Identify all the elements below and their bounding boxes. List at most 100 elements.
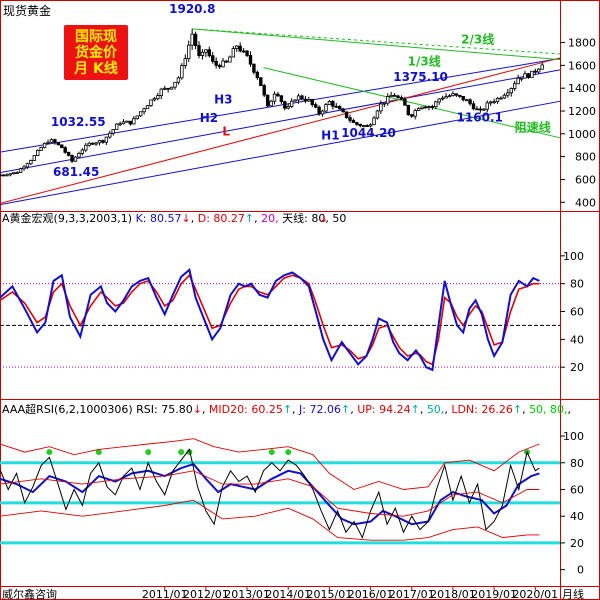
candle-body xyxy=(252,63,256,73)
candle-body xyxy=(56,142,61,146)
candle-body xyxy=(104,136,109,143)
trend-line xyxy=(263,67,561,139)
candle-body xyxy=(279,95,284,102)
trend-label: H2 xyxy=(200,111,218,125)
candle-body xyxy=(413,110,417,117)
legend-value: LDN: 26.26 xyxy=(451,403,513,416)
candle-body xyxy=(49,139,54,143)
candle-body xyxy=(193,33,198,46)
candle-body xyxy=(145,105,150,110)
candle-body xyxy=(235,45,239,49)
candle-body xyxy=(125,120,129,123)
candle-body xyxy=(506,92,510,96)
candle-body xyxy=(90,142,95,145)
y-tick-label: 40 xyxy=(570,333,584,346)
candle-body xyxy=(523,73,527,79)
candle-body xyxy=(166,87,170,90)
y-tick-label: 80 xyxy=(570,457,584,470)
candle-body xyxy=(437,98,441,103)
legend-sep: , xyxy=(444,403,451,416)
candle-body xyxy=(231,48,236,58)
legend-arrow: ↓ xyxy=(193,403,202,416)
candle-body xyxy=(77,153,81,158)
candle-body xyxy=(519,77,524,80)
x-tick-label: 2016/01 xyxy=(348,588,394,600)
candle-body xyxy=(94,142,98,145)
indicator-legend: AAA超RSI(6,2,1000306) RSI: 75.80↓, MID20:… xyxy=(2,402,571,416)
candle-body xyxy=(392,94,397,97)
candle-body xyxy=(63,147,67,153)
candle-body xyxy=(200,51,205,56)
candle-body xyxy=(461,96,465,101)
candle-body xyxy=(440,97,445,100)
candle-body xyxy=(8,173,12,176)
price-label: 1044.20 xyxy=(341,126,396,140)
overbought-marker xyxy=(268,449,275,456)
candle-body xyxy=(87,142,91,146)
candle-body xyxy=(173,81,177,88)
candle-body xyxy=(156,95,160,100)
candle-body xyxy=(516,77,520,85)
legend-value: RSI: 75.80 xyxy=(136,403,193,416)
candle-body xyxy=(84,144,88,151)
candle-body xyxy=(149,99,153,106)
candle-body xyxy=(331,100,335,107)
signal-arrow: ↓ xyxy=(319,212,328,225)
candle-body xyxy=(485,102,489,110)
candle-body xyxy=(365,125,369,127)
candle-body xyxy=(341,108,345,113)
y-tick-label: 40 xyxy=(570,510,584,523)
badge-line: 国际现 xyxy=(75,29,117,45)
candle-body xyxy=(389,94,393,97)
series-up-line xyxy=(0,438,540,490)
legend-sep: , xyxy=(191,212,198,225)
legend-arrow: ↓ xyxy=(182,212,191,225)
y-tick-label: 0 xyxy=(577,564,584,577)
candle-body xyxy=(259,77,263,86)
main-y-axis: 400 600 800 1000 1200 1400 1600 1800 xyxy=(560,37,596,209)
x-axis: 威尔鑫咨询 2011/012012/012013/012014/012015/01… xyxy=(2,586,584,600)
candle-body xyxy=(293,99,297,102)
candle-body xyxy=(190,33,194,46)
trend-label: L xyxy=(222,125,230,139)
y-tick-label: 100 xyxy=(563,430,584,443)
candle-body xyxy=(540,64,544,70)
legend-value: 50, xyxy=(427,403,445,416)
badge-line: 月 K线 xyxy=(73,60,118,77)
candle-body xyxy=(320,110,325,115)
x-tick-label: 2018/01 xyxy=(430,588,476,600)
candle-body xyxy=(262,85,266,96)
candle-body xyxy=(324,104,328,112)
candle-body xyxy=(300,95,304,100)
candle-body xyxy=(382,102,387,105)
candle-body xyxy=(12,172,16,175)
y-tick-label: 100 xyxy=(563,250,584,263)
candle-body xyxy=(368,124,373,127)
candle-body xyxy=(430,106,435,108)
candle-body xyxy=(241,50,246,53)
candle-body xyxy=(372,117,376,126)
x-tick-label: 2014/01 xyxy=(265,588,311,600)
candle-body xyxy=(66,151,71,156)
candle-body xyxy=(221,60,225,68)
y-tick-label: 800 xyxy=(575,151,596,164)
candle-body xyxy=(265,94,270,107)
candle-body xyxy=(101,140,105,143)
candle-body xyxy=(138,111,143,117)
y-tick-label: 60 xyxy=(570,483,584,496)
x-tick-label: 2012/01 xyxy=(183,588,229,600)
candle-body xyxy=(482,108,486,111)
trend-line xyxy=(192,28,561,61)
series-rsi-line xyxy=(0,448,540,539)
legend-value: 50, 80, xyxy=(529,403,567,416)
candle-body xyxy=(399,97,404,100)
candle-body xyxy=(434,101,438,108)
x-axis-prefix: 威尔鑫咨询 xyxy=(2,587,57,600)
candle-body xyxy=(121,121,126,125)
candle-body xyxy=(509,88,513,94)
candle-body xyxy=(327,100,332,106)
legend-value: J: 72.06 xyxy=(298,403,341,416)
